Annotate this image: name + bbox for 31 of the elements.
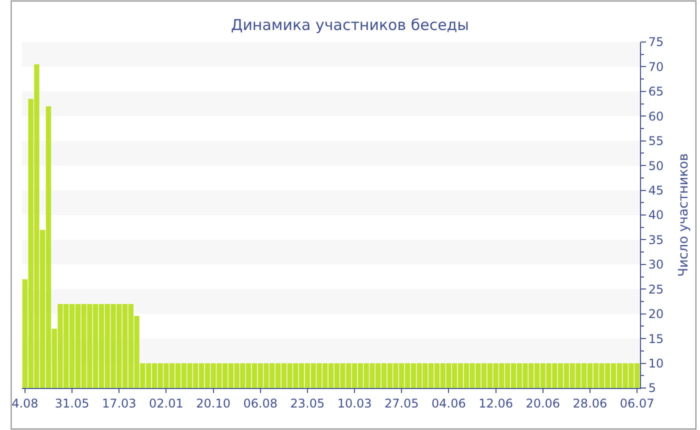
y-tick-label: 45 bbox=[648, 183, 664, 198]
y-tick-label: 40 bbox=[648, 208, 664, 222]
y-tick-label: 70 bbox=[648, 60, 664, 74]
y-tick-label: 30 bbox=[648, 258, 664, 272]
y-tick-label: 60 bbox=[648, 109, 664, 124]
y-tick-label: 65 bbox=[648, 84, 664, 99]
x-tick-label: 06.07 bbox=[620, 396, 654, 410]
y-tick-label: 20 bbox=[648, 307, 664, 322]
y-tick-label: 75 bbox=[648, 35, 664, 50]
y-tick-label: 55 bbox=[648, 134, 664, 148]
x-tick-label: 23.05 bbox=[290, 396, 325, 410]
y-axis-title: Число участников bbox=[676, 153, 692, 277]
x-tick-label: 12.06 bbox=[478, 396, 513, 410]
y-tick-label: 5 bbox=[648, 381, 656, 396]
x-tick-label: 17.03 bbox=[102, 396, 136, 410]
x-tick-label: 06.08 bbox=[243, 396, 278, 410]
y-tick-label: 50 bbox=[648, 158, 664, 173]
y-tick-label: 35 bbox=[648, 232, 664, 247]
x-tick-label: 04.06 bbox=[432, 396, 466, 410]
y-tick-label: 25 bbox=[648, 282, 664, 296]
x-tick-label: 4.08 bbox=[12, 396, 38, 410]
x-tick-label: 02.01 bbox=[149, 396, 184, 410]
x-tick-label: 27.05 bbox=[384, 396, 419, 410]
x-tick-label: 31.05 bbox=[54, 396, 90, 410]
x-tick-label: 10.03 bbox=[337, 396, 372, 410]
chart-title: Динамика участников беседы bbox=[230, 16, 470, 34]
x-tick-label: 20.06 bbox=[526, 396, 560, 410]
y-tick-label: 15 bbox=[648, 332, 664, 346]
y-tick-label: 10 bbox=[648, 356, 664, 370]
x-tick-label: 20.10 bbox=[196, 396, 230, 410]
x-tick-label: 28.06 bbox=[572, 396, 608, 410]
